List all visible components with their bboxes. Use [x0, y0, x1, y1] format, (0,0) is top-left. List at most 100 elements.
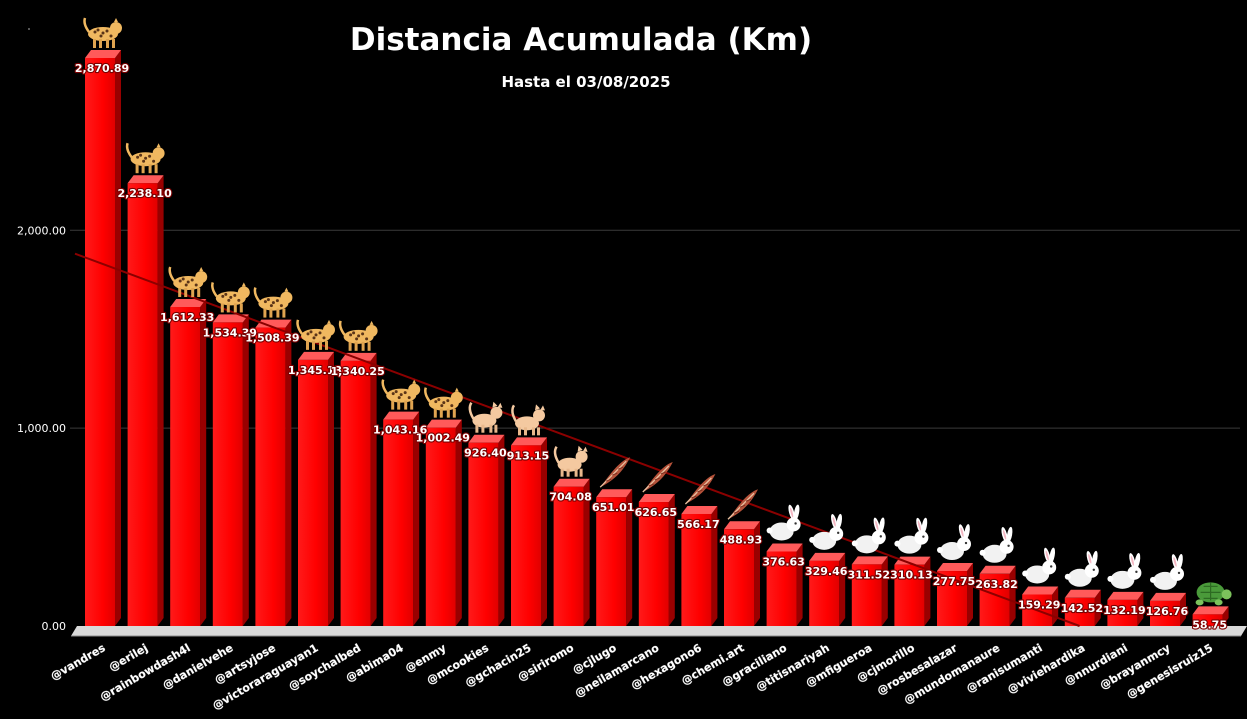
- bar: [468, 434, 505, 626]
- bar-top: [127, 175, 164, 184]
- cat-icon: [553, 445, 588, 477]
- bars-group: [85, 50, 1229, 626]
- data-label: 126.76: [1146, 605, 1189, 618]
- x-tick-label: @vandres: [48, 641, 107, 683]
- corner-dot: [28, 28, 30, 30]
- chart-title: Distancia Acumulada (Km): [349, 22, 813, 58]
- bar-top: [383, 411, 420, 420]
- rabbit-icon: [937, 524, 971, 561]
- data-label: 2,870.89: [75, 62, 129, 75]
- cat-icon: [511, 404, 545, 436]
- leopard-icon: [381, 379, 421, 410]
- bar-side: [1222, 606, 1229, 626]
- bar: [212, 314, 249, 626]
- data-label: 159.29: [1018, 598, 1060, 611]
- bar-side: [157, 175, 164, 626]
- bar-side: [541, 437, 547, 626]
- bar-side: [370, 352, 377, 626]
- leopard-icon: [211, 282, 250, 313]
- bar-front: [894, 564, 925, 626]
- rabbit-icon: [1064, 550, 1099, 587]
- bar-top: [1107, 591, 1144, 600]
- data-label: 704.08: [549, 491, 591, 504]
- bar-top: [298, 351, 334, 360]
- bar-top: [851, 556, 888, 565]
- bar-front: [638, 502, 669, 626]
- chart-floor: [71, 626, 1247, 636]
- bar: [937, 563, 973, 626]
- bar-side: [583, 478, 590, 626]
- bar-front: [425, 427, 456, 626]
- bar-top: [553, 478, 590, 487]
- bar-side: [413, 411, 420, 626]
- bar-top: [85, 50, 121, 58]
- leopard-icon: [168, 266, 208, 298]
- leopard-icon: [125, 142, 165, 174]
- bar-side: [115, 50, 121, 626]
- bar: [425, 419, 462, 626]
- bar-side: [285, 319, 292, 626]
- data-label: 329.46: [805, 565, 848, 578]
- data-label: 277.75: [933, 575, 975, 588]
- bar-front: [1064, 597, 1095, 626]
- leopard-icon: [253, 287, 293, 318]
- data-label: 566.17: [677, 518, 719, 531]
- data-label: 2,238.10: [117, 187, 172, 200]
- bar-front: [298, 359, 328, 626]
- trendline: [74, 252, 1080, 627]
- feather-icon: [599, 457, 631, 488]
- bar: [596, 489, 633, 626]
- bar-front: [340, 360, 371, 626]
- bar: [511, 437, 547, 626]
- bar: [1150, 592, 1186, 626]
- rabbit-icon: [1150, 554, 1184, 590]
- bar-top: [425, 419, 462, 428]
- data-label: 1,612.33: [160, 311, 214, 324]
- data-label: 1,345.13: [288, 364, 342, 377]
- bar: [979, 565, 1016, 626]
- bar: [681, 505, 718, 626]
- bar-side: [328, 351, 334, 626]
- bar-top: [809, 552, 846, 561]
- bar-front: [127, 183, 158, 626]
- data-label: 132.19: [1103, 604, 1145, 617]
- bar-side: [754, 521, 760, 626]
- data-label: 1,002.49: [416, 432, 470, 445]
- bar-top: [255, 319, 292, 328]
- bar-side: [1094, 589, 1101, 626]
- bar-top: [937, 563, 973, 572]
- bar: [766, 543, 803, 626]
- data-label: 310.13: [890, 569, 932, 582]
- rabbit-icon: [979, 526, 1014, 563]
- bar-side: [498, 434, 505, 626]
- data-label: 926.40: [464, 447, 507, 460]
- data-label: 142.52: [1061, 602, 1103, 615]
- bar-side: [668, 494, 675, 626]
- cat-icon: [468, 401, 503, 433]
- turtle-icon: [1195, 582, 1232, 606]
- bar-top: [638, 494, 675, 503]
- rabbit-icon: [1022, 547, 1057, 584]
- bar-top: [1150, 592, 1186, 601]
- data-label: 263.82: [975, 578, 1017, 591]
- bar-top: [766, 543, 803, 552]
- bar-top: [468, 434, 505, 443]
- rabbit-icon: [766, 504, 801, 541]
- bar-top: [596, 489, 633, 498]
- leopard-icon: [338, 320, 378, 351]
- bar-front: [937, 571, 967, 626]
- bar-side: [1009, 565, 1016, 626]
- bar-top: [894, 556, 931, 565]
- bar-side: [839, 552, 846, 626]
- bar: [553, 478, 590, 626]
- x-tick-label: @soychalbed: [286, 641, 363, 693]
- bar: [894, 556, 931, 626]
- bar: [298, 351, 334, 626]
- bar: [638, 494, 675, 626]
- bar: [851, 556, 888, 626]
- bar-front: [255, 327, 286, 626]
- data-label: 913.15: [507, 449, 549, 462]
- bar-front: [553, 486, 584, 626]
- bar-front: [979, 573, 1010, 626]
